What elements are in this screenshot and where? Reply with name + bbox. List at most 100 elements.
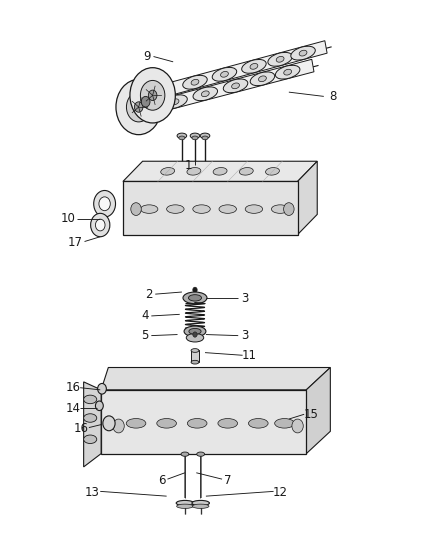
Ellipse shape <box>190 133 200 139</box>
Ellipse shape <box>191 349 199 352</box>
Ellipse shape <box>181 452 189 456</box>
Ellipse shape <box>218 418 237 428</box>
Ellipse shape <box>275 418 294 428</box>
Circle shape <box>99 197 110 211</box>
Circle shape <box>193 332 197 337</box>
Ellipse shape <box>213 167 227 175</box>
Polygon shape <box>161 41 327 98</box>
Ellipse shape <box>197 452 205 456</box>
Ellipse shape <box>192 136 198 140</box>
Ellipse shape <box>161 167 175 175</box>
Ellipse shape <box>299 50 307 56</box>
Text: 3: 3 <box>241 329 249 342</box>
Ellipse shape <box>201 91 209 96</box>
Circle shape <box>98 383 106 394</box>
Ellipse shape <box>166 205 184 213</box>
Text: 4: 4 <box>141 310 148 322</box>
Polygon shape <box>123 161 317 181</box>
Circle shape <box>292 419 303 433</box>
Ellipse shape <box>188 295 201 301</box>
Ellipse shape <box>242 60 266 73</box>
Ellipse shape <box>177 133 187 139</box>
Ellipse shape <box>183 75 207 89</box>
Circle shape <box>130 68 175 123</box>
Circle shape <box>95 401 103 410</box>
Ellipse shape <box>187 418 207 428</box>
Ellipse shape <box>184 326 206 337</box>
Ellipse shape <box>84 435 97 443</box>
Ellipse shape <box>284 69 292 75</box>
Ellipse shape <box>176 500 194 506</box>
Ellipse shape <box>84 414 97 422</box>
Text: 12: 12 <box>272 486 288 499</box>
Ellipse shape <box>202 136 208 140</box>
Text: 10: 10 <box>61 212 76 225</box>
Ellipse shape <box>193 205 210 213</box>
Ellipse shape <box>179 136 185 140</box>
Circle shape <box>193 287 197 293</box>
Ellipse shape <box>239 167 253 175</box>
Circle shape <box>113 419 124 433</box>
Ellipse shape <box>221 71 228 77</box>
Text: 3: 3 <box>241 292 249 305</box>
Text: 9: 9 <box>143 50 151 63</box>
Ellipse shape <box>268 52 293 66</box>
Polygon shape <box>297 161 317 235</box>
Circle shape <box>95 219 105 231</box>
Ellipse shape <box>141 205 158 213</box>
Ellipse shape <box>212 67 237 81</box>
Ellipse shape <box>219 205 237 213</box>
Circle shape <box>103 416 115 431</box>
Text: 16: 16 <box>74 422 89 435</box>
Text: 5: 5 <box>141 329 148 342</box>
Circle shape <box>141 80 165 110</box>
Text: 1: 1 <box>185 159 192 172</box>
Ellipse shape <box>265 167 279 175</box>
Text: 17: 17 <box>67 236 82 249</box>
Circle shape <box>284 203 294 215</box>
Ellipse shape <box>192 500 209 506</box>
Text: 13: 13 <box>85 486 100 499</box>
Ellipse shape <box>258 76 266 82</box>
Ellipse shape <box>276 66 300 79</box>
Circle shape <box>134 102 143 112</box>
Circle shape <box>127 92 151 122</box>
Ellipse shape <box>223 79 248 93</box>
Polygon shape <box>123 181 297 235</box>
Text: 8: 8 <box>329 90 336 103</box>
Circle shape <box>91 213 110 237</box>
Ellipse shape <box>291 46 315 60</box>
Text: 6: 6 <box>159 474 166 487</box>
Ellipse shape <box>186 334 204 342</box>
Ellipse shape <box>183 292 207 304</box>
Circle shape <box>148 90 157 101</box>
Ellipse shape <box>171 99 179 104</box>
Ellipse shape <box>232 83 240 88</box>
Ellipse shape <box>272 205 289 213</box>
Ellipse shape <box>250 63 258 69</box>
Ellipse shape <box>189 328 201 334</box>
Ellipse shape <box>200 133 210 139</box>
Ellipse shape <box>163 95 187 109</box>
Text: 15: 15 <box>303 408 318 421</box>
Ellipse shape <box>245 205 263 213</box>
Text: 11: 11 <box>242 349 257 362</box>
Bar <box>191 351 199 362</box>
Polygon shape <box>306 368 330 454</box>
Circle shape <box>94 190 116 217</box>
Ellipse shape <box>250 72 275 86</box>
Ellipse shape <box>248 418 268 428</box>
Ellipse shape <box>187 167 201 175</box>
Text: 7: 7 <box>224 474 231 487</box>
Ellipse shape <box>191 360 199 364</box>
Ellipse shape <box>191 79 199 85</box>
Text: 2: 2 <box>145 288 153 301</box>
Polygon shape <box>144 59 314 116</box>
Ellipse shape <box>177 504 193 508</box>
Ellipse shape <box>157 418 177 428</box>
Text: 14: 14 <box>65 402 80 415</box>
Circle shape <box>141 96 150 107</box>
Ellipse shape <box>193 87 218 101</box>
Polygon shape <box>101 368 330 390</box>
Circle shape <box>131 203 141 215</box>
